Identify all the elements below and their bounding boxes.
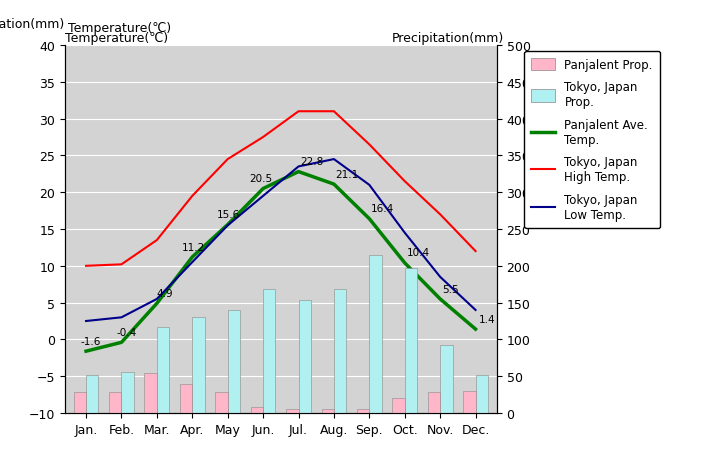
Text: Precipitation(mm): Precipitation(mm) bbox=[0, 18, 65, 31]
Bar bbox=[405, 269, 417, 413]
Text: Precipitation(mm): Precipitation(mm) bbox=[392, 32, 504, 45]
Bar bbox=[145, 373, 157, 413]
Text: -1.6: -1.6 bbox=[81, 336, 101, 346]
Bar bbox=[392, 398, 405, 413]
Bar bbox=[215, 392, 228, 413]
Text: 20.5: 20.5 bbox=[249, 174, 272, 184]
Bar bbox=[263, 290, 276, 413]
Bar bbox=[322, 409, 334, 413]
Bar bbox=[334, 290, 346, 413]
Bar bbox=[440, 345, 453, 413]
Text: Temperature(℃): Temperature(℃) bbox=[68, 22, 171, 35]
Bar bbox=[286, 409, 299, 413]
Text: 15.6: 15.6 bbox=[217, 210, 240, 220]
Text: 1.4: 1.4 bbox=[479, 314, 496, 324]
Text: -0.4: -0.4 bbox=[116, 327, 136, 337]
Text: 4.9: 4.9 bbox=[157, 288, 174, 298]
Bar bbox=[299, 300, 311, 413]
Bar bbox=[122, 372, 134, 413]
Bar bbox=[251, 407, 263, 413]
Text: 22.8: 22.8 bbox=[300, 157, 323, 167]
Bar bbox=[369, 255, 382, 413]
Text: 16.4: 16.4 bbox=[371, 204, 395, 214]
Bar bbox=[428, 392, 440, 413]
Bar bbox=[463, 391, 475, 413]
Legend: Panjalent Prop., Tokyo, Japan
Prop., Panjalent Ave.
Temp., Tokyo, Japan
High Tem: Panjalent Prop., Tokyo, Japan Prop., Pan… bbox=[524, 52, 660, 229]
Bar bbox=[180, 384, 192, 413]
Text: 11.2: 11.2 bbox=[181, 242, 205, 252]
Text: 10.4: 10.4 bbox=[407, 248, 430, 258]
Text: 21.1: 21.1 bbox=[336, 169, 359, 179]
Bar bbox=[192, 318, 204, 413]
Bar bbox=[228, 310, 240, 413]
Bar bbox=[157, 327, 169, 413]
Bar bbox=[73, 392, 86, 413]
Text: 5.5: 5.5 bbox=[442, 284, 459, 294]
Bar bbox=[357, 409, 369, 413]
Bar bbox=[109, 392, 122, 413]
Bar bbox=[86, 375, 99, 413]
Bar bbox=[475, 375, 488, 413]
Text: Temperature(℃): Temperature(℃) bbox=[65, 32, 168, 45]
